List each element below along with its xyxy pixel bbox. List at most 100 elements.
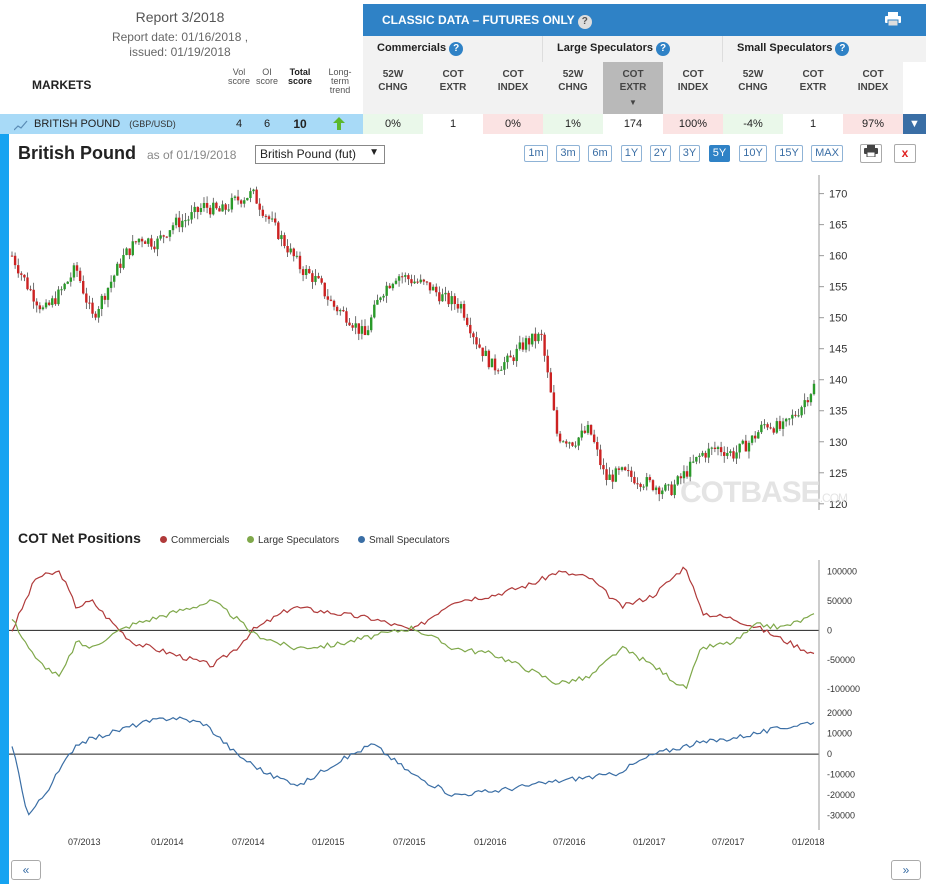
candle-body (236, 196, 240, 201)
trend-header[interactable]: Long- term trend (324, 68, 356, 95)
candle-body (475, 337, 478, 345)
column-header-line: EXTR (619, 82, 647, 93)
candle-body (589, 424, 593, 435)
x-tick-label: 07/2015 (393, 837, 426, 847)
range-button-1Y[interactable]: 1Y (621, 145, 642, 162)
price-y-label: 145 (829, 344, 847, 356)
oi-header-line1: OI (262, 67, 272, 77)
candle-body (487, 350, 491, 368)
candle-body (190, 212, 193, 220)
small-spec-y-label: 20000 (827, 708, 852, 718)
column-header-line: 52W (742, 69, 764, 80)
candle-body (531, 333, 534, 345)
candle-body (125, 248, 128, 256)
close-button[interactable]: x (894, 144, 916, 163)
candle-body (781, 421, 785, 429)
candle-body (112, 275, 116, 282)
candle-body (515, 348, 518, 362)
candle-body (57, 289, 60, 305)
chart-print-button[interactable] (860, 144, 882, 163)
candle-body (243, 200, 246, 204)
range-button-MAX[interactable]: MAX (811, 145, 843, 162)
total-score-header[interactable]: Total score (284, 68, 316, 86)
candle-body (100, 295, 103, 309)
candle-body (775, 421, 779, 433)
column-header-3[interactable]: 52W CHNG (543, 62, 603, 114)
candle-body (413, 281, 416, 284)
cot-y-label: 0 (827, 625, 832, 635)
candle-body (608, 474, 611, 480)
candle-body (335, 306, 339, 312)
legend-item-2[interactable]: Small Speculators (358, 535, 450, 546)
candle-body (741, 440, 744, 444)
candle-body (766, 424, 769, 428)
column-header-4[interactable]: COT EXTR ▼ (603, 62, 663, 114)
group-commercials[interactable]: Commercials ? (363, 36, 543, 62)
group-large-speculators[interactable]: Large Speculators ? (543, 36, 723, 62)
market-row[interactable] (0, 114, 363, 134)
range-button-10Y[interactable]: 10Y (739, 145, 767, 162)
candle-body (32, 289, 35, 302)
range-button-15Y[interactable]: 15Y (775, 145, 803, 162)
small-spec-y-label: -30000 (827, 811, 855, 821)
range-button-6m[interactable]: 6m (588, 145, 612, 162)
report-issued: issued: 01/19/2018 (129, 45, 231, 59)
column-header-8[interactable]: COT INDEX (843, 62, 903, 114)
candle-body (435, 286, 438, 293)
candle-body (633, 476, 636, 484)
print-icon[interactable] (885, 12, 901, 31)
help-icon[interactable]: ? (449, 42, 464, 56)
row-value-0: 0% (363, 114, 423, 134)
candle-body (580, 430, 583, 438)
candle-body (512, 357, 515, 362)
help-icon[interactable]: ? (835, 42, 850, 56)
column-header-line: INDEX (497, 82, 529, 93)
range-button-3Y[interactable]: 3Y (679, 145, 700, 162)
column-header-0[interactable]: 52W CHNG (363, 62, 423, 114)
candle-body (750, 435, 754, 443)
candle-body (540, 333, 543, 335)
column-header-5[interactable]: COT INDEX (663, 62, 723, 114)
next-button[interactable]: » (891, 860, 921, 880)
column-header-1[interactable]: COT EXTR (423, 62, 483, 114)
candle-body (224, 204, 227, 210)
oi-score-header[interactable]: OI score (254, 68, 280, 86)
column-header-6[interactable]: 52W CHNG (723, 62, 783, 114)
candle-body (568, 442, 571, 444)
candle-body (527, 338, 531, 345)
vol-score-header[interactable]: Vol score (226, 68, 252, 86)
range-button-3m[interactable]: 3m (556, 145, 580, 162)
range-button-5Y[interactable]: 5Y (709, 145, 730, 162)
trend-header-line3: trend (329, 85, 351, 95)
instrument-select[interactable]: British Pound (fut) ▼ (255, 145, 385, 164)
prev-button[interactable]: « (11, 860, 41, 880)
candle-body (47, 302, 51, 305)
help-icon[interactable]: ? (656, 42, 671, 56)
as-of-date: as of 01/19/2018 (147, 148, 237, 162)
candle-body (509, 355, 512, 358)
candle-body (788, 418, 791, 420)
column-header-2[interactable]: COT INDEX (483, 62, 543, 114)
markets-header[interactable]: MARKETS (32, 78, 92, 92)
help-icon[interactable]: ? (577, 15, 592, 29)
candle-body (583, 430, 587, 433)
candle-body (106, 287, 110, 300)
candle-body (484, 350, 487, 357)
range-button-1m[interactable]: 1m (524, 145, 548, 162)
candle-body (332, 300, 336, 307)
x-tick-label: 07/2014 (232, 837, 265, 847)
column-header-7[interactable]: COT EXTR (783, 62, 843, 114)
watermark-base: BASE (740, 476, 820, 509)
candle-body (277, 222, 280, 240)
group-small-speculators[interactable]: Small Speculators ? (723, 36, 926, 62)
legend-item-1[interactable]: Large Speculators (247, 535, 339, 546)
candle-body (258, 203, 261, 210)
market-name[interactable]: BRITISH POUND (GBP/USD) (34, 118, 176, 130)
candle-body (661, 490, 664, 495)
candle-body (645, 477, 648, 487)
candle-body (239, 200, 243, 204)
row-dropdown-button[interactable]: ▼ (903, 114, 926, 134)
legend-item-0[interactable]: Commercials (160, 535, 229, 546)
classic-data-header: CLASSIC DATA – FUTURES ONLY ? (363, 4, 926, 36)
range-button-2Y[interactable]: 2Y (650, 145, 671, 162)
